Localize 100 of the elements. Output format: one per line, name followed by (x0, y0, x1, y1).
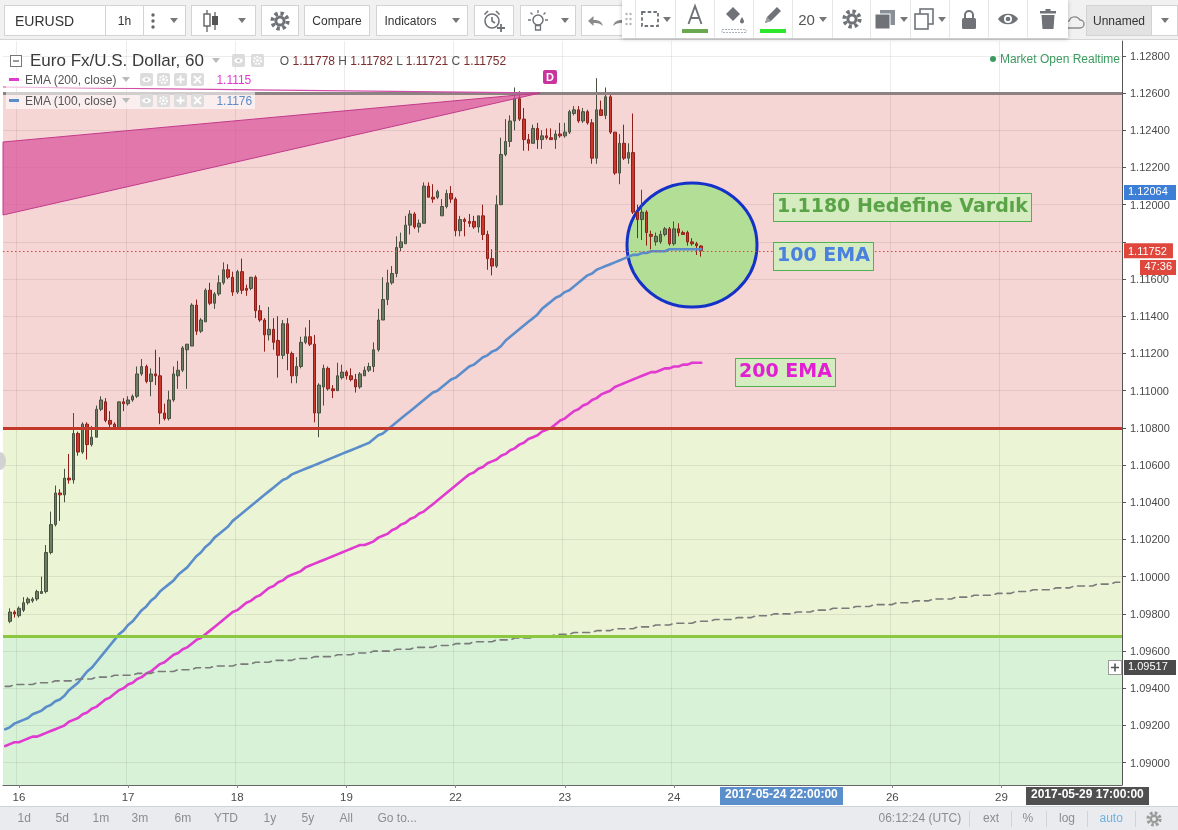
candlestick (640, 189, 644, 241)
y-tick-label: 1.09400 (1130, 682, 1170, 695)
y-tick-label: 1.12800 (1130, 49, 1170, 62)
candlestick (604, 87, 607, 120)
x-tick-label: 26 (885, 791, 899, 803)
legend-label: EMA (100, close) (25, 93, 117, 108)
x-tick-label: 19 (340, 791, 353, 803)
note-box: 100 EMA (773, 242, 874, 271)
text: Go to... (377, 811, 417, 825)
candlestick (627, 142, 630, 165)
price-tag: 1.12064 (1124, 185, 1176, 200)
candlestick (431, 183, 435, 204)
candlestick (63, 468, 66, 503)
candlestick (436, 189, 439, 200)
line-series (3, 361, 703, 748)
candlestick (76, 431, 80, 457)
candlestick (477, 215, 480, 234)
x-tick-label: 16 (12, 791, 26, 803)
x-tick-label: 24 (667, 791, 681, 803)
y-tick-label: 1.11000 (1130, 384, 1169, 397)
layout-button: Unnamed (1086, 5, 1152, 36)
candlestick (145, 364, 148, 384)
y-tick-label: 1.09800 (1130, 607, 1170, 620)
text: 5y (301, 811, 315, 825)
candlestick (554, 129, 557, 150)
annotation: 1.1176 (216, 93, 253, 108)
candlestick (72, 412, 75, 485)
indicators-button: Indicators (376, 5, 468, 36)
candlestick (240, 258, 244, 295)
candlestick (236, 269, 239, 295)
annotation: Market Open Realtime (999, 52, 1120, 66)
candlestick (8, 607, 12, 624)
text: ext (983, 811, 1000, 825)
text: 1d (17, 811, 31, 825)
candlestick (536, 122, 539, 150)
candlestick (126, 395, 130, 407)
text: All (339, 811, 353, 825)
y-tick-label: 1.12600 (1130, 87, 1170, 100)
candlestick (599, 100, 603, 116)
line-series (4, 581, 1121, 688)
candlestick (281, 319, 285, 360)
line-series (3, 248, 703, 731)
ref-line-label: 1.11752 (1128, 244, 1167, 257)
text: % (1022, 811, 1034, 825)
candlestick (208, 282, 212, 306)
text: 3m (131, 811, 149, 825)
text: YTD (214, 811, 238, 825)
annotation: O 1.11778 H 1.11782 L 1.11721 C 1.11752 (279, 53, 507, 68)
candlestick (618, 133, 621, 185)
y-tick-label: 1.11400 (1130, 310, 1169, 323)
legend-row: EMA (100, close) 1.1176 (6, 92, 256, 109)
y-tick-label: 1.10400 (1130, 496, 1170, 509)
y-tick-label: 1.09200 (1130, 719, 1170, 732)
time-tag: 2017-05-29 17:00:00 (1026, 787, 1149, 805)
x-tick-label: 22 (449, 791, 462, 803)
text: auto (1099, 811, 1123, 825)
symbol-field: EURUSD (4, 5, 106, 36)
x-tick-label: 18 (230, 791, 244, 803)
candlestick (67, 453, 71, 485)
candlestick (577, 105, 580, 124)
candlestick (622, 124, 626, 161)
candlestick (463, 217, 466, 237)
y-tick-label: 1.12400 (1130, 124, 1170, 137)
y-tick-label: 1.10600 (1130, 459, 1170, 472)
y-tick-label: 1.12000 (1130, 198, 1170, 211)
countdown-tag: 47:36 (1140, 259, 1176, 275)
candlestick (413, 211, 416, 230)
candlestick (668, 226, 671, 247)
x-tick-label: 17 (121, 791, 135, 803)
candlestick (549, 127, 553, 141)
y-tick-label: 1.10000 (1130, 570, 1170, 583)
candlestick (540, 129, 544, 150)
candlestick (558, 122, 562, 139)
candlestick (672, 220, 676, 247)
candlestick (595, 77, 598, 165)
y-tick-label: 1.09000 (1130, 756, 1170, 769)
note-box: 200 EMA (735, 358, 836, 387)
candlestick (58, 488, 62, 522)
candlestick (90, 425, 93, 447)
candlestick (458, 215, 462, 237)
candlestick (267, 306, 271, 341)
note-box: 1.1180 Hedefine Vardık (773, 193, 1032, 222)
text: 1m (92, 811, 110, 825)
y-tick-label: 1.10800 (1130, 421, 1170, 434)
y-tick-label: 1.09600 (1130, 645, 1170, 658)
legend-label: EMA (200, close) (25, 72, 117, 87)
x-tick-label: 23 (558, 791, 572, 803)
candlestick (645, 209, 648, 247)
candlestick (276, 315, 280, 379)
text: 6m (174, 811, 192, 825)
text: 1y (263, 811, 277, 825)
price-tag: 1.09517 (1124, 660, 1176, 675)
marker-badge: D (543, 70, 557, 84)
candlestick (649, 230, 653, 250)
candlestick (122, 397, 125, 412)
candlestick (149, 367, 153, 397)
compare-button: Compare (304, 5, 370, 36)
y-tick-label: 1.11600 (1130, 273, 1169, 286)
x-tick-label: 29 (995, 791, 1008, 803)
candlestick (654, 232, 658, 247)
